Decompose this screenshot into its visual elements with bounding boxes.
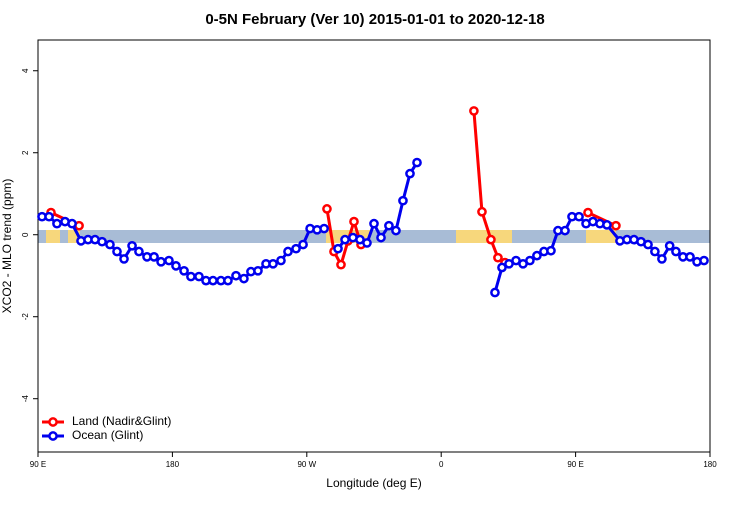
data-point — [369, 218, 379, 229]
data-point — [560, 225, 570, 236]
legend-marker — [48, 431, 58, 441]
data-point — [223, 275, 233, 286]
data-point — [156, 256, 166, 267]
data-point — [611, 220, 621, 231]
data-point — [119, 254, 129, 264]
data-point — [490, 287, 500, 298]
data-point — [333, 243, 343, 254]
data-point — [477, 206, 487, 217]
data-point — [532, 250, 542, 261]
data-point — [493, 252, 503, 263]
data-point — [412, 157, 422, 168]
data-point — [384, 220, 394, 231]
data-point — [376, 232, 386, 243]
data-point — [52, 218, 62, 229]
data-point — [497, 262, 507, 273]
plot-frame — [37, 39, 711, 453]
legend: Land (Nadir&Glint)Ocean (Glint) — [42, 414, 171, 442]
x-axis-label: Longitude (deg E) — [326, 476, 421, 490]
data-point — [405, 168, 415, 179]
land-band — [46, 230, 60, 243]
data-point — [105, 239, 115, 250]
data-point — [650, 246, 660, 257]
chart-title: 0-5N February (Ver 10) 2015-01-01 to 202… — [205, 11, 544, 28]
y-tick-label: 4 — [21, 68, 30, 73]
data-point — [664, 240, 675, 251]
data-point — [276, 255, 286, 266]
data-point — [171, 261, 181, 271]
data-point — [319, 223, 329, 234]
x-tick-label: 90 E — [30, 460, 46, 469]
data-point — [362, 238, 372, 248]
data-point — [486, 234, 496, 245]
x-tick-label: 90 E — [567, 460, 583, 469]
data-point — [208, 275, 218, 286]
data-point — [657, 254, 667, 264]
x-tick-label: 180 — [703, 460, 717, 469]
data-point — [186, 271, 196, 282]
ocean-band — [38, 230, 710, 243]
data-point — [583, 207, 593, 218]
data-point — [283, 246, 293, 257]
data-point — [398, 195, 408, 206]
data-point — [340, 234, 350, 245]
y-axis-label: XCO2 - MLO trend (ppm) — [0, 179, 14, 314]
land-band — [456, 230, 512, 243]
data-point — [602, 220, 612, 230]
data-point — [231, 270, 241, 281]
data-point — [134, 246, 144, 257]
data-point — [164, 255, 174, 266]
data-point — [194, 271, 204, 282]
y-tick-label: -2 — [21, 313, 30, 321]
legend-label: Land (Nadir&Glint) — [72, 414, 171, 428]
data-point — [699, 255, 709, 266]
data-point — [253, 265, 263, 276]
y-tick-label: -4 — [21, 395, 30, 403]
y-tick-label: 0 — [21, 232, 30, 237]
data-point — [525, 255, 535, 266]
data-point — [44, 211, 54, 222]
data-point — [127, 240, 137, 251]
data-point — [97, 236, 107, 247]
data-point — [149, 252, 159, 262]
data-point — [268, 258, 278, 269]
data-point — [349, 216, 359, 227]
x-tick-label: 180 — [166, 460, 180, 469]
data-point — [671, 246, 681, 257]
data-point — [574, 211, 584, 222]
data-point — [336, 259, 346, 270]
legend-label: Ocean (Glint) — [72, 428, 143, 442]
legend-marker — [48, 417, 58, 427]
data-point — [643, 239, 653, 250]
surface-band — [38, 230, 710, 243]
data-point — [239, 273, 249, 284]
data-point — [391, 225, 401, 236]
data-point — [179, 265, 189, 276]
land-band — [586, 230, 616, 243]
y-tick-label: 2 — [21, 150, 30, 155]
data-point — [322, 204, 332, 214]
data-point — [546, 245, 556, 256]
data-point — [685, 252, 695, 262]
x-tick-label: 0 — [439, 460, 444, 469]
data-point — [112, 246, 122, 257]
data-point — [291, 243, 301, 254]
data-point — [298, 239, 308, 250]
data-point — [469, 106, 479, 116]
x-tick-label: 90 W — [297, 460, 316, 469]
data-point — [67, 218, 77, 229]
